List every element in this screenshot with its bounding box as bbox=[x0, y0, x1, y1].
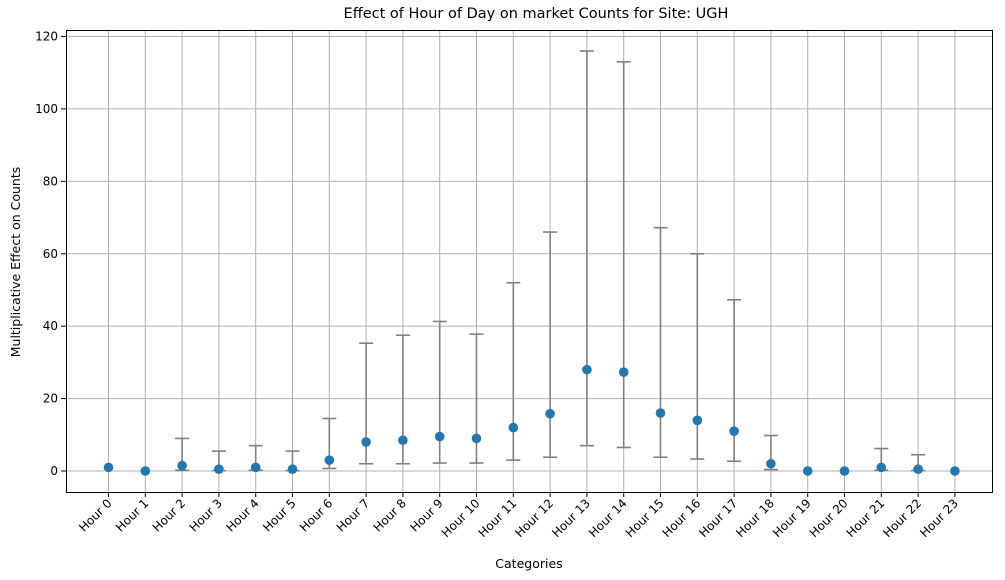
data-point bbox=[545, 408, 555, 419]
y-tick-label: 80 bbox=[43, 174, 58, 188]
x-tick-label: Hour 13 bbox=[549, 496, 593, 540]
data-point bbox=[177, 460, 187, 471]
y-tick-label: 40 bbox=[43, 319, 58, 333]
error-bar bbox=[579, 50, 594, 447]
x-tick-label: Hour 18 bbox=[733, 496, 777, 540]
data-point bbox=[287, 464, 298, 474]
x-axis-label: Categories bbox=[495, 556, 562, 571]
data-point bbox=[839, 466, 850, 476]
data-point bbox=[950, 466, 960, 476]
x-tick-label: Hour 22 bbox=[880, 496, 924, 540]
point-layer bbox=[103, 364, 960, 476]
x-tick-label: Hour 0 bbox=[76, 496, 114, 534]
errorbar-layer bbox=[175, 50, 926, 472]
chart-title: Effect of Hour of Day on market Counts f… bbox=[344, 6, 729, 22]
x-tick-label: Hour 3 bbox=[187, 496, 225, 534]
x-tick-label: Hour 4 bbox=[223, 496, 261, 534]
data-point bbox=[692, 415, 703, 426]
data-point bbox=[214, 464, 224, 474]
x-tick-label: Hour 17 bbox=[696, 496, 740, 540]
y-axis-label: Multiplicative Effect on Counts bbox=[8, 167, 23, 358]
data-point bbox=[876, 462, 887, 473]
data-point bbox=[471, 433, 482, 444]
y-tick-label: 20 bbox=[43, 392, 58, 406]
data-point bbox=[582, 364, 592, 375]
data-point bbox=[802, 466, 813, 476]
x-tick-label: Hour 23 bbox=[917, 496, 961, 540]
x-tick-label: Hour 1 bbox=[113, 496, 151, 534]
data-point bbox=[398, 435, 408, 446]
x-tick-label: Hour 21 bbox=[844, 496, 888, 540]
data-point bbox=[434, 431, 445, 442]
error-bar bbox=[616, 61, 631, 449]
y-tick-label: 100 bbox=[35, 102, 58, 116]
y-tick-labels: 0 20 40 60 80 100 120 bbox=[35, 30, 58, 478]
data-point bbox=[766, 458, 776, 469]
data-point bbox=[250, 462, 261, 473]
data-point bbox=[729, 426, 739, 436]
x-tick-label: Hour 5 bbox=[260, 496, 298, 534]
data-point bbox=[618, 367, 629, 377]
x-tick-label: Hour 8 bbox=[371, 496, 409, 534]
x-tick-label: Hour 19 bbox=[770, 496, 814, 540]
x-tick-label: Hour 10 bbox=[439, 496, 483, 540]
x-tick-label: Hour 15 bbox=[623, 496, 667, 540]
x-tick-label: Hour 6 bbox=[297, 496, 335, 534]
data-point bbox=[103, 462, 114, 473]
plot-frame bbox=[66, 30, 993, 493]
error-bar bbox=[727, 298, 742, 463]
error-bar bbox=[690, 252, 705, 460]
x-tick-label: Hour 11 bbox=[476, 496, 520, 540]
error-bar bbox=[432, 320, 447, 464]
data-point bbox=[655, 408, 666, 418]
x-tick-label: Hour 7 bbox=[334, 496, 372, 534]
data-point bbox=[361, 437, 371, 447]
x-tick-label: Hour 12 bbox=[512, 496, 556, 540]
error-bar bbox=[543, 231, 558, 459]
y-tick-label: 60 bbox=[43, 247, 58, 261]
data-point bbox=[140, 466, 151, 476]
x-tick-label: Hour 20 bbox=[807, 496, 851, 540]
grid-layer bbox=[66, 30, 992, 492]
tick-layer bbox=[61, 36, 956, 497]
x-tick-label: Hour 14 bbox=[586, 496, 630, 540]
data-point bbox=[913, 464, 923, 474]
x-tick-label: Hour 16 bbox=[660, 496, 704, 540]
y-tick-label: 0 bbox=[50, 464, 58, 478]
error-bar bbox=[506, 281, 521, 461]
data-point bbox=[508, 422, 519, 433]
error-bar bbox=[653, 226, 668, 459]
data-point bbox=[324, 455, 335, 465]
y-tick-label: 120 bbox=[35, 30, 58, 44]
x-tick-label: Hour 2 bbox=[150, 496, 188, 534]
